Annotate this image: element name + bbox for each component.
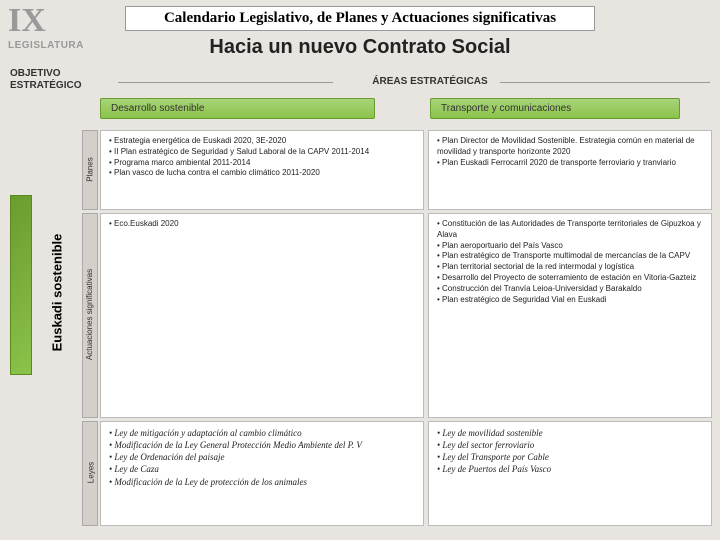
cell-actuaciones-transporte: • Constitución de las Autoridades de Tra… [428,213,712,418]
page-title: Calendario Legislativo, de Planes y Actu… [125,6,595,31]
page-subtitle: Hacia un nuevo Contrato Social [125,36,595,59]
divider [500,82,710,83]
legislatura-label: LEGISLATURA [8,40,84,51]
column-header-desarrollo: Desarrollo sostenible [100,98,375,119]
sidebar-main-bar [10,195,32,375]
objetivo-label: OBJETIVO ESTRATÉGICO [10,68,81,92]
cell-planes-desarrollo: • Estrategia energética de Euskadi 2020,… [100,130,424,210]
row-label-leyes: Leyes [87,453,96,493]
row-label-planes: Planes [86,150,95,190]
cell-leyes-transporte: • Ley de movilidad sostenible • Ley del … [428,421,712,526]
column-header-transporte: Transporte y comunicaciones [430,98,680,119]
roman-numeral: IX [8,2,46,40]
row-label-actuaciones: Actuaciones significativas [85,252,94,377]
cell-actuaciones-desarrollo: • Eco.Euskadi 2020 [100,213,424,418]
sidebar-main-label: Euskadi sostenible [49,234,64,352]
cell-leyes-desarrollo: • Ley de mitigación y adaptación al camb… [100,421,424,526]
cell-planes-transporte: • Plan Director de Movilidad Sostenible.… [428,130,712,210]
